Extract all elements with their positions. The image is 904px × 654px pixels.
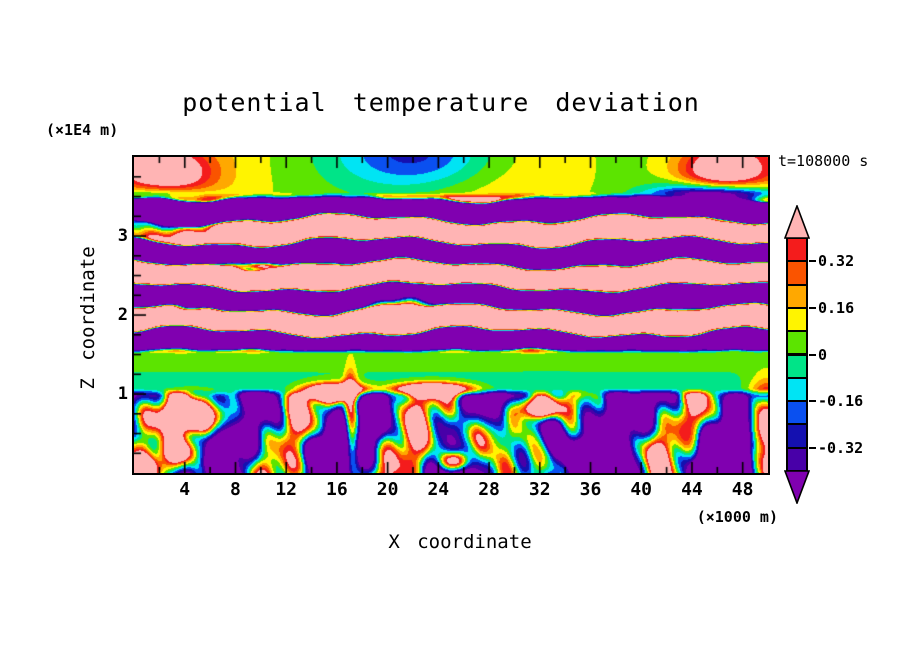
z-axis-unit-label: (×1E4 m) [46, 121, 119, 139]
colorbar-segment [786, 446, 808, 472]
x-tick-label: 8 [230, 479, 241, 500]
colorbar-label: -0.16 [818, 392, 864, 411]
colorbar-segment [786, 260, 808, 286]
colorbar-tick [809, 400, 816, 403]
x-tick-label: 36 [579, 479, 602, 500]
z-tick-label: 1 [117, 384, 128, 404]
colorbar-tick [809, 446, 816, 449]
x-tick-label: 40 [630, 479, 653, 500]
x-tick-label: 32 [528, 479, 551, 500]
time-annotation: t=108000 s [778, 152, 869, 170]
contour-field-canvas [134, 157, 768, 473]
x-tick-label: 24 [427, 479, 450, 500]
x-tick-label: 48 [731, 479, 754, 500]
colorbar-label: 0 [818, 345, 828, 364]
x-axis-unit-label: (×1000 m) [696, 508, 778, 526]
x-tick-label: 20 [376, 479, 399, 500]
colorbar-segment [786, 237, 808, 263]
plot-title: potential temperature deviation [182, 88, 700, 117]
colorbar-segment [786, 400, 808, 426]
z-axis-title: Z coordinate [77, 246, 99, 390]
x-axis-title: X coordinate [388, 531, 532, 553]
colorbar-label: 0.32 [818, 252, 855, 271]
colorbar-tick [809, 260, 816, 263]
colorbar-label: 0.16 [818, 298, 855, 317]
x-tick-label: 28 [478, 479, 500, 500]
colorbar-segment [786, 353, 808, 379]
colorbar-tick [809, 306, 816, 309]
colorbar-segment [786, 330, 808, 356]
colorbar-segment [786, 306, 808, 333]
x-tick-label: 12 [275, 479, 297, 500]
z-tick-label: 3 [117, 226, 128, 246]
colorbar-segment [786, 423, 808, 449]
colorbar-underflow-arrow [784, 470, 810, 504]
z-tick-label: 2 [117, 305, 128, 325]
x-tick-label: 4 [179, 479, 191, 500]
colorbar-overflow-arrow [784, 205, 810, 239]
colorbar-label: -0.32 [818, 438, 864, 457]
colorbar-segment [786, 283, 808, 309]
colorbar-tick [809, 353, 816, 356]
colorbar-segment [786, 376, 808, 403]
x-tick-label: 16 [326, 479, 348, 500]
plot-area-frame [132, 155, 770, 475]
x-tick-label: 44 [681, 479, 703, 500]
